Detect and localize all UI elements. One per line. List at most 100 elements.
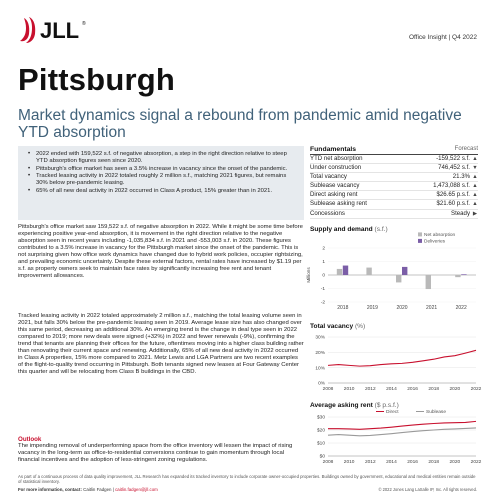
y-tick-label: $10 [317,441,325,447]
contact-separator: | [111,487,116,492]
summary-list: 2022 ended with 159,522 s.f. of negative… [28,151,296,195]
x-tick-label: 2021 [426,305,437,311]
series-line-sublease [327,427,477,437]
fundamentals-row-value: 746,452 s.f. [438,164,470,172]
outlook-paragraph: The impending removal of underperforming… [18,443,293,464]
contact-label: For more information, contact: [18,487,82,492]
fundamentals-row-label: Sublease asking rent [310,200,367,208]
y-tick-label: 0% [318,381,326,387]
bar-net-absorption [425,275,431,290]
body-paragraph: Tracked leasing activity in 2022 totaled… [18,313,304,376]
fundamentals-row: Sublease asking rent $21.60 p.s.f. ▲ [310,200,478,210]
fundamentals-row-value-wrap: Steady ▶ [451,210,478,218]
arrow-up-icon: ▲ [472,174,478,181]
legend-swatch [418,232,422,237]
contact-name: Caitlin Fadgen [83,487,112,492]
report-tag: Office Insight | Q4 2022 [408,34,477,41]
y-axis-label: Millions [306,267,311,283]
y-tick-label: $0 [320,454,326,460]
bar-net-absorption [455,275,461,278]
x-tick-label: 2022 [471,459,482,465]
fundamentals-row-value-wrap: $21.60 p.s.f. ▲ [436,200,478,208]
y-tick-label: 30% [315,335,325,341]
legend-swatch [418,238,422,243]
summary-bullet: 65% of all new deal activity in 2022 occ… [28,188,296,195]
fundamentals-row-value-wrap: 21.3% ▲ [453,173,478,181]
x-tick-label: 2020 [450,459,461,465]
fundamentals-title: Fundamentals [310,146,357,153]
fundamentals-row-value: -159,522 s.f. [436,155,470,162]
x-tick-label: 2008 [323,386,334,392]
summary-bullet: 2022 ended with 159,522 s.f. of negative… [28,151,296,165]
x-tick-label: 2010 [344,459,355,465]
supply-demand-title-text: Supply and demand [310,226,373,233]
logo-trademark: ® [82,20,86,27]
y-tick-label: -2 [321,300,326,306]
summary-bullet: Pittsburgh's office market has seen a 3.… [28,166,296,173]
x-tick-label: 2022 [456,305,467,311]
methodology-note: As part of a continuous process of data … [18,474,476,484]
x-tick-label: 2008 [323,459,334,465]
vacancy-title-text: Total vacancy [310,323,354,330]
fundamentals-table: Fundamentals Forecast YTD net absorption… [310,146,478,219]
arrow-up-icon: ▲ [472,192,478,199]
supply-demand-title: Supply and demand (s.f.) [310,226,388,233]
contact-email-link[interactable]: caitlin.fadgen@jll.com [115,487,158,492]
y-tick-label: 0 [322,273,325,279]
x-tick-label: 2018 [337,305,348,311]
x-tick-label: 2022 [471,386,482,392]
legend-label: Sublease [426,409,446,415]
x-tick-label: 2010 [344,386,355,392]
fundamentals-rows: YTD net absorption -159,522 s.f. ▲ Under co… [310,155,478,219]
bar-net-absorption [336,268,343,275]
body-paragraph: Pittsburgh's office market saw 159,522 s… [18,224,303,280]
forecast-label: Forecast [454,146,478,152]
x-tick-label: 2019 [367,305,378,311]
fundamentals-row-label: Concessions [310,209,345,217]
x-tick-label: 2016 [407,386,418,392]
fundamentals-row-label: Sublease vacancy [310,182,360,190]
x-tick-label: 2020 [450,386,461,392]
fundamentals-row-value: 21.3% [452,173,470,181]
jll-logo: JLL ® [20,17,86,43]
contact-line: For more information, contact: Caitlin F… [18,487,158,492]
y-tick-label: 1 [322,259,325,265]
fundamentals-row: Under construction 746,452 s.f. ▼ [310,164,478,174]
x-tick-label: 2018 [428,386,439,392]
rent-unit: ($ p.s.f.) [374,402,399,409]
copyright: © 2022 Jones Lang LaSalle IP, Inc. All r… [378,487,477,492]
bar-deliveries [342,265,349,275]
fundamentals-row-value: $26.65 p.s.f. [436,191,470,199]
arrow-right-icon: ▶ [472,210,478,217]
fundamentals-row-value: $21.60 p.s.f. [436,200,470,208]
legend-label: Direct [386,409,399,415]
fundamentals-row-value-wrap: 1,473,088 s.f. ▲ [433,182,478,190]
arrow-up-icon: ▲ [472,201,478,208]
rent-title-text: Average asking rent [310,402,373,409]
logo-wordmark: JLL [40,18,79,43]
fundamentals-row-value-wrap: 746,452 s.f. ▼ [438,164,478,172]
arrow-down-icon: ▼ [472,165,478,172]
fundamentals-row-label: Total vacancy [310,173,347,181]
vacancy-unit: (%) [354,323,366,330]
y-tick-label: -1 [321,286,326,292]
fundamentals-header: Fundamentals Forecast [310,146,478,155]
fundamentals-row-value: Steady [451,209,470,217]
x-tick-label: 2014 [386,386,397,392]
vacancy-title: Total vacancy (%) [310,323,365,330]
bar-deliveries [461,274,467,275]
x-tick-label: 2012 [365,386,376,392]
rent-title: Average asking rent ($ p.s.f.) [310,402,399,409]
summary-bullet: Tracked leasing activity in 2022 totaled… [28,173,296,187]
fundamentals-row-value: 1,473,088 s.f. [433,182,470,190]
fundamentals-row: YTD net absorption -159,522 s.f. ▲ [310,155,478,165]
legend-label: Net absorption [424,232,456,238]
x-tick-label: 2018 [428,459,439,465]
page-title: Pittsburgh [18,62,175,97]
series-line-direct [328,420,477,430]
fundamentals-row: Sublease vacancy 1,473,088 s.f. ▲ [310,182,478,192]
fundamentals-row: Direct asking rent $26.65 p.s.f. ▲ [310,191,478,201]
report-header: JLL ® Office Insight | Q4 2022 [18,14,477,48]
bar-net-absorption [396,275,402,283]
x-tick-label: 2016 [407,459,418,465]
